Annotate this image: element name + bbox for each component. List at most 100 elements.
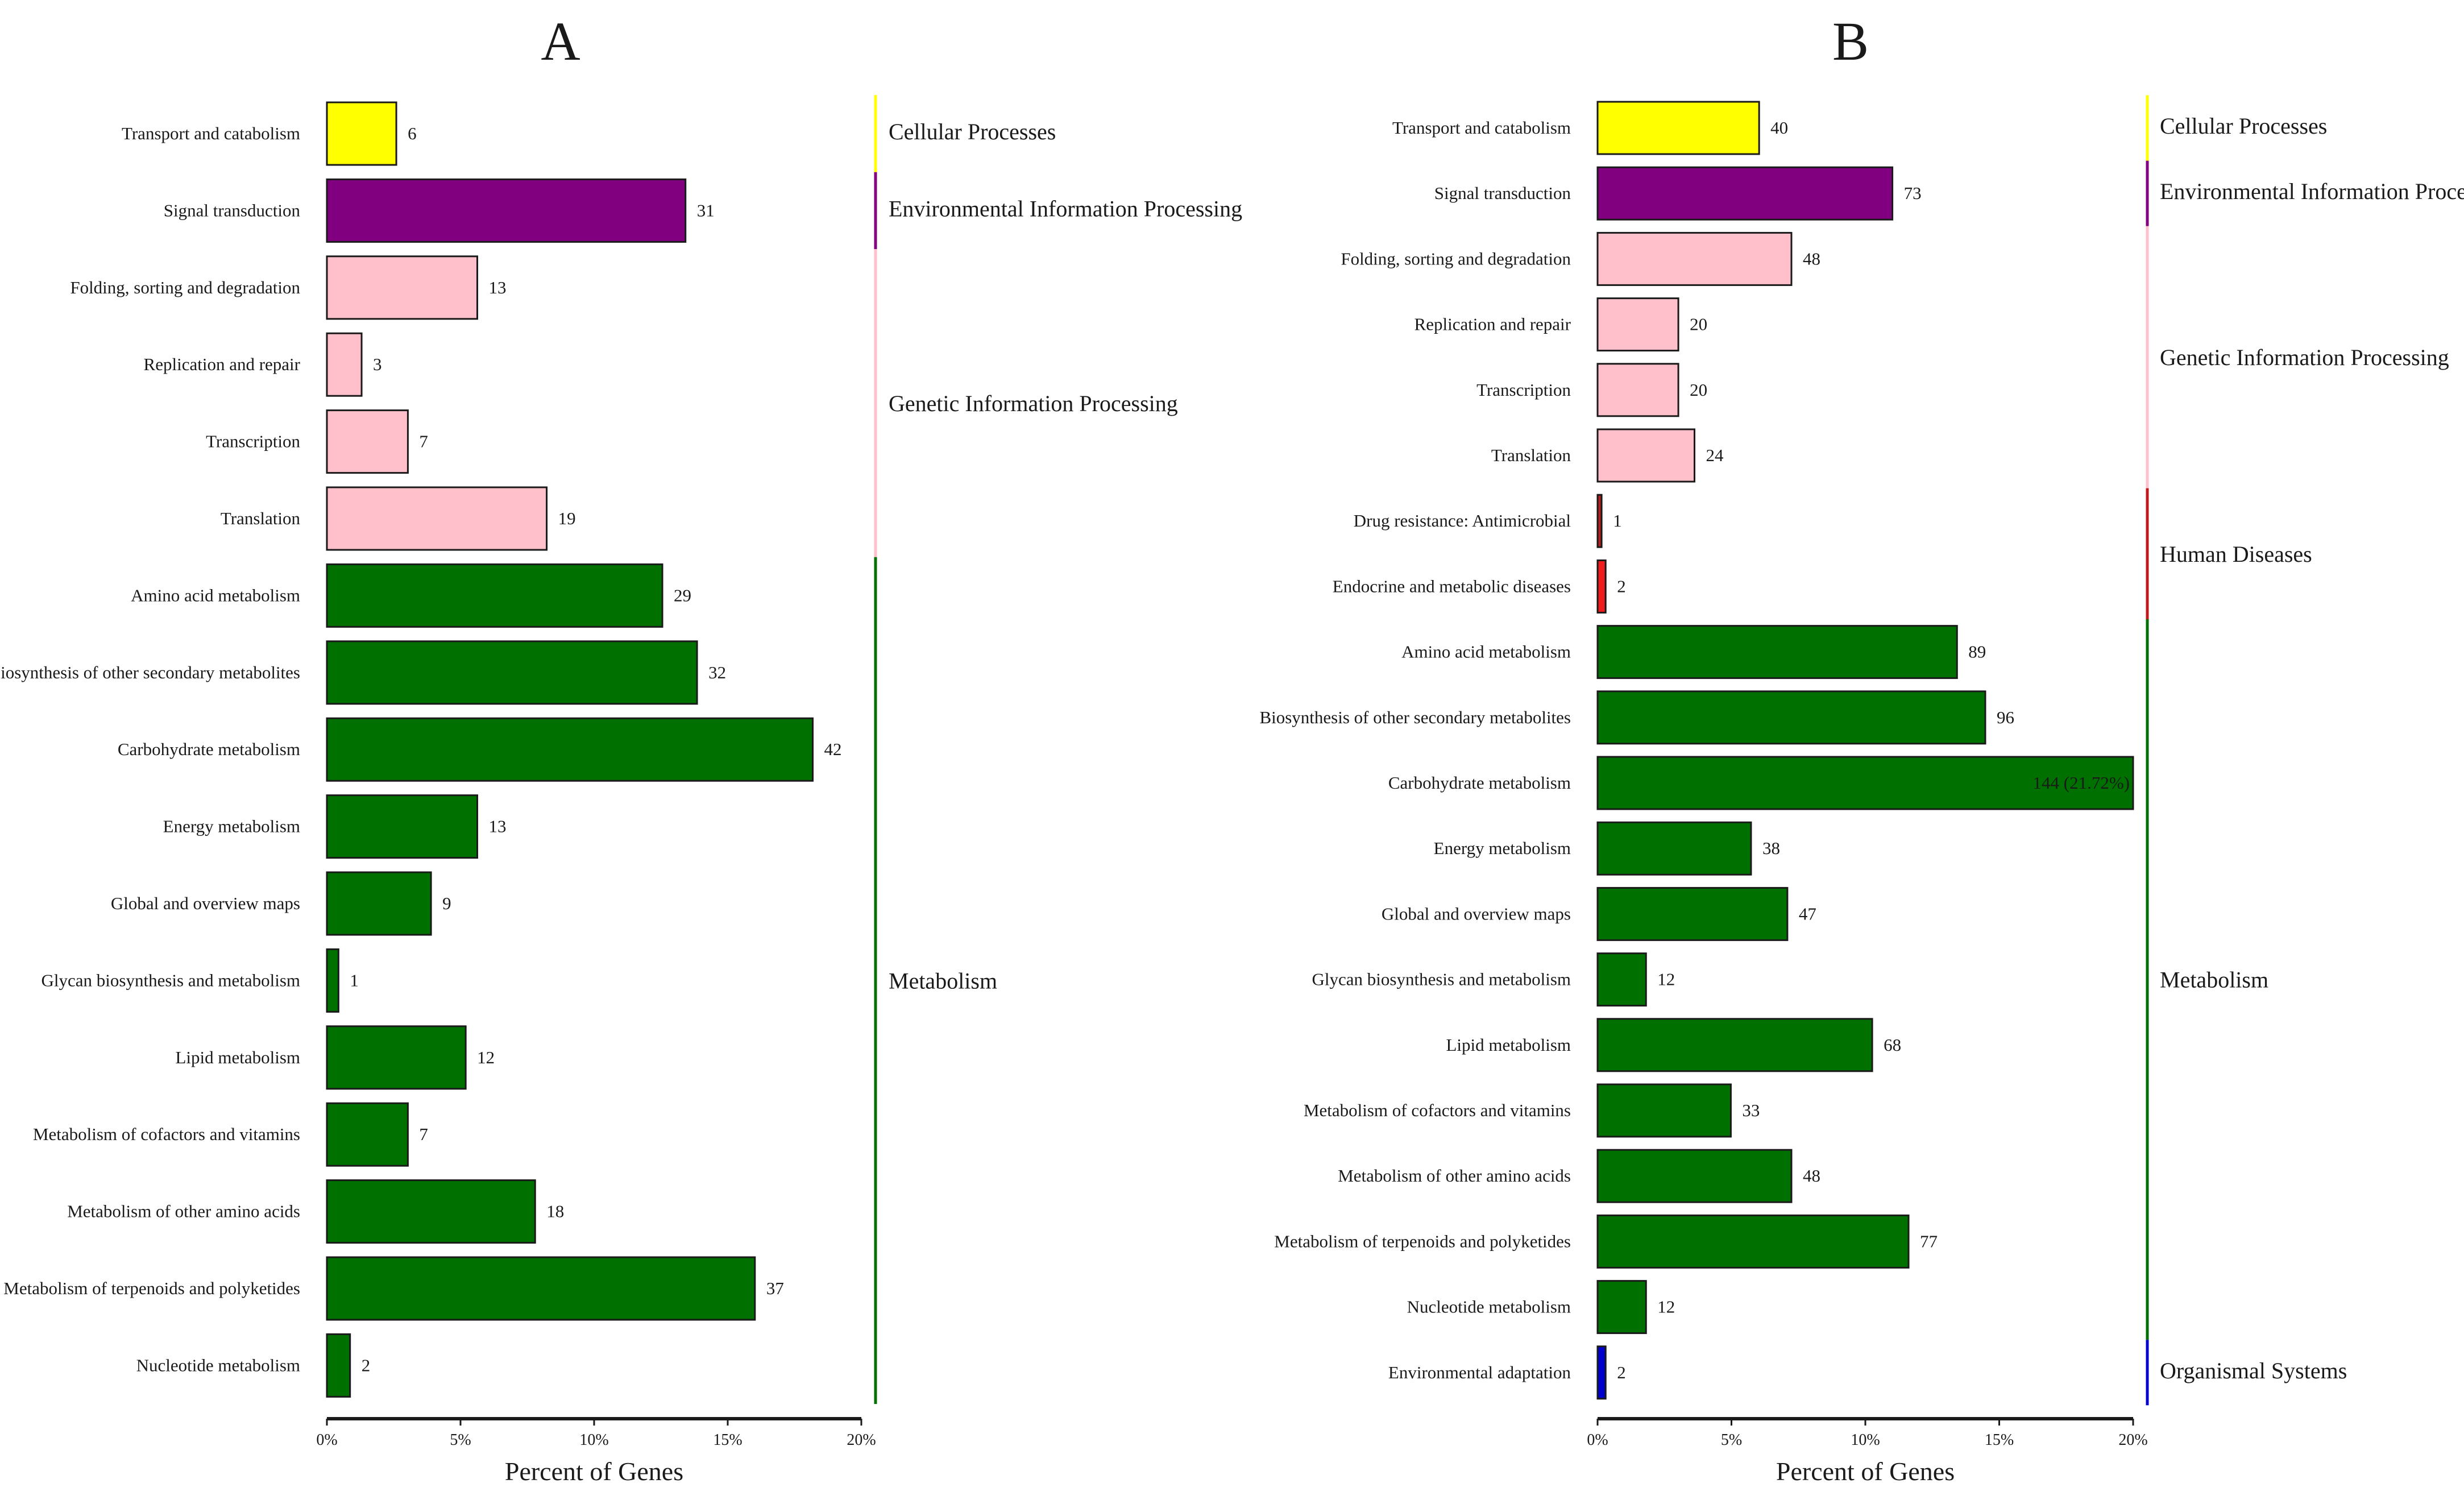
bar-value-label: 47 bbox=[1799, 904, 1816, 923]
bar bbox=[326, 1333, 351, 1398]
bar bbox=[326, 101, 397, 166]
bar bbox=[1596, 821, 1752, 876]
category-label: Metabolism of terpenoids and polyketides bbox=[3, 1278, 300, 1298]
x-tick-label: 5% bbox=[1721, 1431, 1742, 1449]
bar bbox=[1596, 231, 1793, 286]
bar-value-label: 29 bbox=[674, 585, 691, 605]
bar-value-label: 37 bbox=[766, 1278, 784, 1298]
bar-value-label: 2 bbox=[1617, 576, 1626, 596]
group-label: Environmental Information Processing bbox=[2160, 179, 2464, 204]
bar-value-label: 7 bbox=[419, 432, 428, 451]
bar bbox=[1596, 1214, 1910, 1269]
bar bbox=[1596, 886, 1789, 941]
bar-value-label: 18 bbox=[546, 1201, 564, 1221]
category-label: Nucleotide metabolism bbox=[136, 1355, 300, 1375]
category-label: Global and overview maps bbox=[1382, 904, 1571, 923]
bar-value-label: 13 bbox=[489, 817, 507, 836]
category-label: Metabolism of cofactors and vitamins bbox=[1304, 1100, 1571, 1120]
bar bbox=[326, 409, 409, 474]
bar-value-label: 96 bbox=[1997, 707, 2014, 727]
x-tick-label: 20% bbox=[847, 1431, 876, 1449]
x-tick-label: 15% bbox=[1985, 1431, 2014, 1449]
bar bbox=[1596, 1018, 1873, 1072]
group-label: Environmental Information Processing bbox=[889, 196, 1242, 221]
category-label: Replication and repair bbox=[144, 354, 301, 374]
bar bbox=[1596, 559, 1607, 614]
bar bbox=[326, 332, 363, 397]
x-tick-label: 0% bbox=[1587, 1431, 1608, 1449]
bar-value-label: 42 bbox=[824, 739, 842, 759]
bar bbox=[1596, 1345, 1607, 1400]
category-label: Transcription bbox=[206, 432, 300, 451]
bar-value-label: 40 bbox=[1770, 118, 1788, 138]
group-label: Metabolism bbox=[889, 968, 997, 993]
bar bbox=[1596, 101, 1760, 155]
bar bbox=[1596, 166, 1894, 221]
category-label: Folding, sorting and degradation bbox=[70, 277, 300, 297]
bar-value-label: 7 bbox=[419, 1124, 428, 1144]
category-label: Energy metabolism bbox=[163, 817, 300, 836]
group-label: Organismal Systems bbox=[2160, 1358, 2347, 1383]
category-label: Nucleotide metabolism bbox=[1407, 1297, 1571, 1317]
category-label: Signal transduction bbox=[1434, 183, 1571, 203]
bar bbox=[1596, 494, 1603, 548]
bar bbox=[1596, 690, 1986, 745]
bar bbox=[1596, 1280, 1647, 1335]
bar bbox=[326, 717, 814, 782]
category-label: Energy metabolism bbox=[1434, 838, 1571, 858]
category-label: Replication and repair bbox=[1414, 314, 1571, 334]
group-label: Genetic Information Processing bbox=[889, 391, 1178, 416]
category-label: Carbohydrate metabolism bbox=[1388, 773, 1571, 793]
bar-value-label: 1 bbox=[1613, 511, 1622, 531]
group-label: Genetic Information Processing bbox=[2160, 345, 2449, 370]
category-label: Drug resistance: Antimicrobial bbox=[1354, 511, 1571, 531]
panel-title: B bbox=[1832, 11, 1869, 72]
category-label: Folding, sorting and degradation bbox=[1341, 248, 1571, 268]
category-label: Translation bbox=[1491, 445, 1571, 465]
category-label: Global and overview maps bbox=[111, 893, 300, 913]
category-label: Carbohydrate metabolism bbox=[118, 739, 300, 759]
bar-value-label: 19 bbox=[558, 508, 576, 528]
category-label: Transport and catabolism bbox=[122, 123, 300, 143]
bar-value-label: 89 bbox=[1968, 642, 1986, 662]
category-label: Metabolism of cofactors and vitamins bbox=[33, 1124, 300, 1144]
bar-value-label: 3 bbox=[373, 354, 382, 374]
bar bbox=[326, 1179, 536, 1244]
bar-value-label: 12 bbox=[477, 1047, 495, 1067]
bar-value-label: 48 bbox=[1803, 1166, 1820, 1186]
bar bbox=[326, 255, 479, 320]
bar bbox=[326, 871, 432, 936]
category-label: Glycan biosynthesis and metabolism bbox=[1312, 969, 1571, 989]
bar-value-label: 144 (21.72%) bbox=[2033, 773, 2130, 793]
bar-value-label: 38 bbox=[1762, 838, 1780, 858]
panel-title: A bbox=[541, 11, 580, 72]
x-axis-title: Percent of Genes bbox=[1776, 1457, 1955, 1486]
bar-value-label: 2 bbox=[1617, 1362, 1626, 1382]
chart-panel-b: B Transport and catabolism 40 Signal transd… bbox=[1259, 11, 2464, 1486]
category-label: Amino acid metabolism bbox=[131, 585, 300, 605]
x-tick-label: 0% bbox=[316, 1431, 337, 1449]
bar-value-label: 9 bbox=[442, 893, 451, 913]
bar bbox=[326, 486, 548, 551]
bar bbox=[326, 794, 479, 859]
category-label: Metabolism of terpenoids and polyketides bbox=[1274, 1231, 1571, 1251]
category-label: Environmental adaptation bbox=[1388, 1362, 1571, 1382]
x-tick-label: 5% bbox=[450, 1431, 471, 1449]
bar bbox=[326, 948, 339, 1013]
category-label: Metabolism of other amino acids bbox=[1338, 1166, 1571, 1186]
chart-panel-a: A Transport and catabolism 6 Signal transdu… bbox=[0, 11, 1242, 1486]
bar-value-label: 73 bbox=[1904, 183, 1922, 203]
group-label: Cellular Processes bbox=[889, 119, 1056, 144]
category-label: Transcription bbox=[1476, 380, 1571, 400]
bar bbox=[326, 1102, 409, 1167]
bar-value-label: 12 bbox=[1657, 969, 1675, 989]
bar bbox=[1596, 297, 1679, 352]
category-label: Glycan biosynthesis and metabolism bbox=[42, 970, 300, 990]
bar bbox=[326, 178, 687, 243]
category-label: Biosynthesis of other secondary metaboli… bbox=[0, 662, 300, 682]
bar bbox=[1596, 625, 1958, 680]
bar-value-label: 48 bbox=[1803, 248, 1820, 268]
bar bbox=[326, 1025, 467, 1090]
bar-value-label: 20 bbox=[1690, 380, 1707, 400]
